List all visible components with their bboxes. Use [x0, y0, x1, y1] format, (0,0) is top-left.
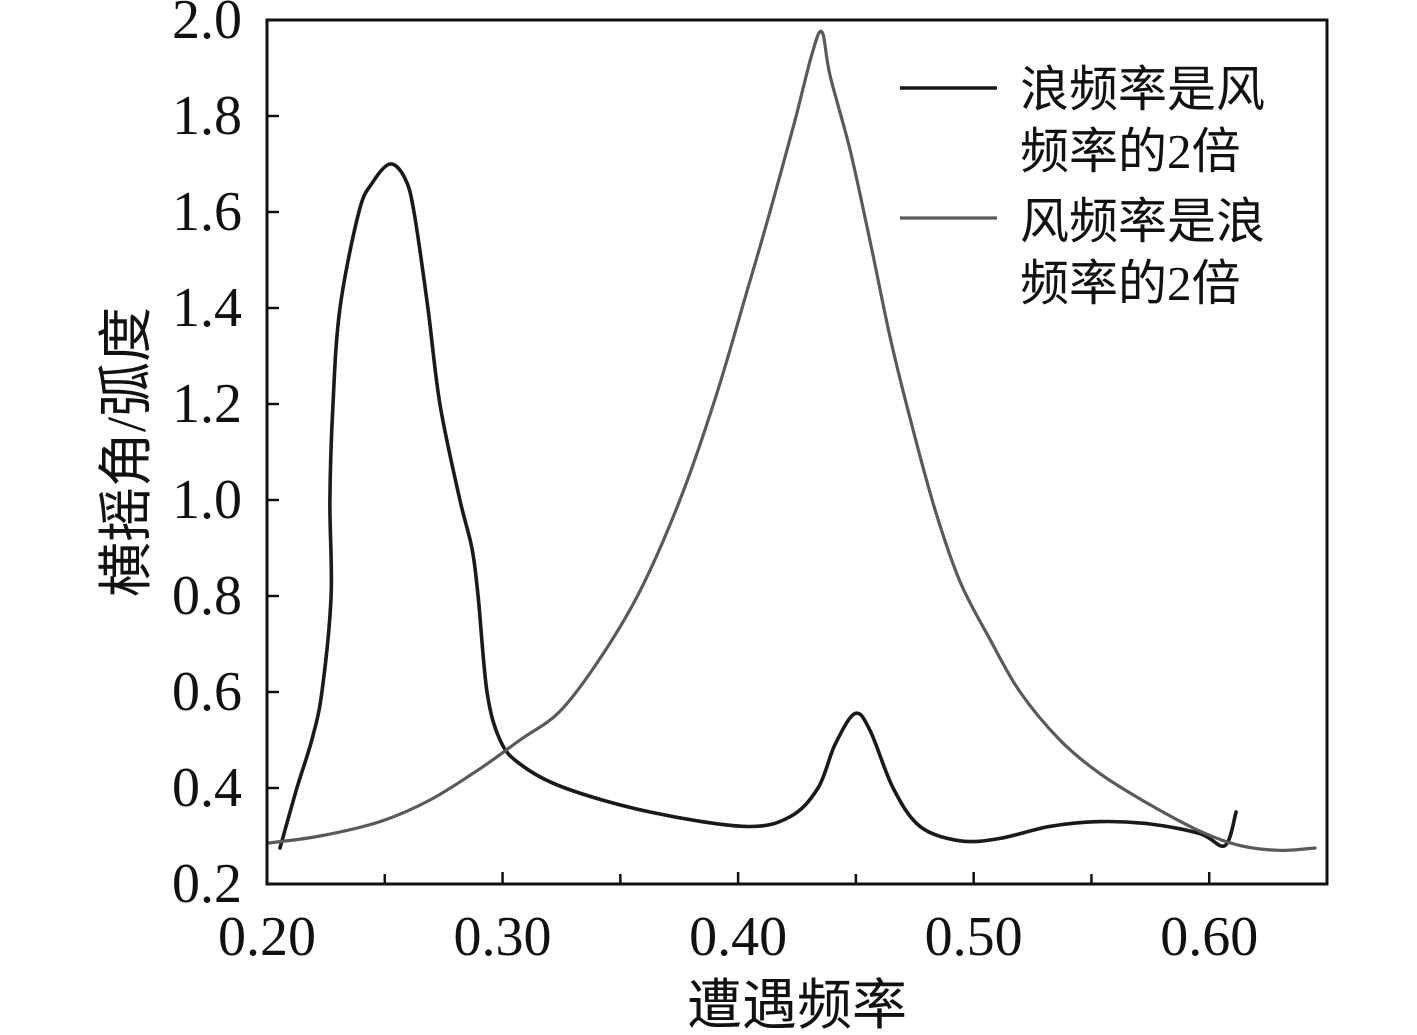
- y-tick-label: 1.8: [172, 85, 242, 147]
- tick-layer: [265, 18, 1211, 886]
- tick-label-layer: 0.2 0.4 0.6 0.8 1.0 1.2 1.4 1.6 1.8 2.0 0.20 0.30 0.…: [172, 0, 1258, 968]
- y-tick-label: 1.0: [172, 469, 242, 531]
- y-tick-label: 0.4: [172, 757, 242, 819]
- y-tick-label: 1.2: [172, 373, 242, 435]
- x-tick-label: 0.20: [218, 906, 316, 968]
- x-tick-label: 0.40: [689, 906, 787, 968]
- plot-frame: [265, 18, 1329, 886]
- y-tick-label: 2.0: [172, 0, 242, 51]
- series-layer: [265, 29, 1317, 853]
- y-tick-label: 1.6: [172, 181, 242, 243]
- legend-label-2: 风频率是浪频率的2倍: [1020, 194, 1266, 311]
- y-tick-label: 0.6: [172, 661, 242, 723]
- y-tick-label: 0.2: [172, 853, 242, 915]
- y-tick-label: 1.4: [172, 277, 242, 339]
- x-tick-label: 0.50: [925, 906, 1023, 968]
- series-2-line: [265, 29, 1317, 853]
- y-axis-label: 横摇角/弧度: [96, 307, 157, 597]
- x-axis-label: 遭遇频率: [687, 975, 907, 1035]
- x-tick-label: 0.60: [1160, 906, 1258, 968]
- y-tick-label: 0.8: [172, 565, 242, 627]
- series-1-line: [278, 162, 1238, 850]
- x-tick-label: 0.30: [454, 906, 552, 968]
- legend-label-1: 浪频率是风频率的2倍: [1020, 62, 1266, 179]
- legend: [900, 86, 997, 220]
